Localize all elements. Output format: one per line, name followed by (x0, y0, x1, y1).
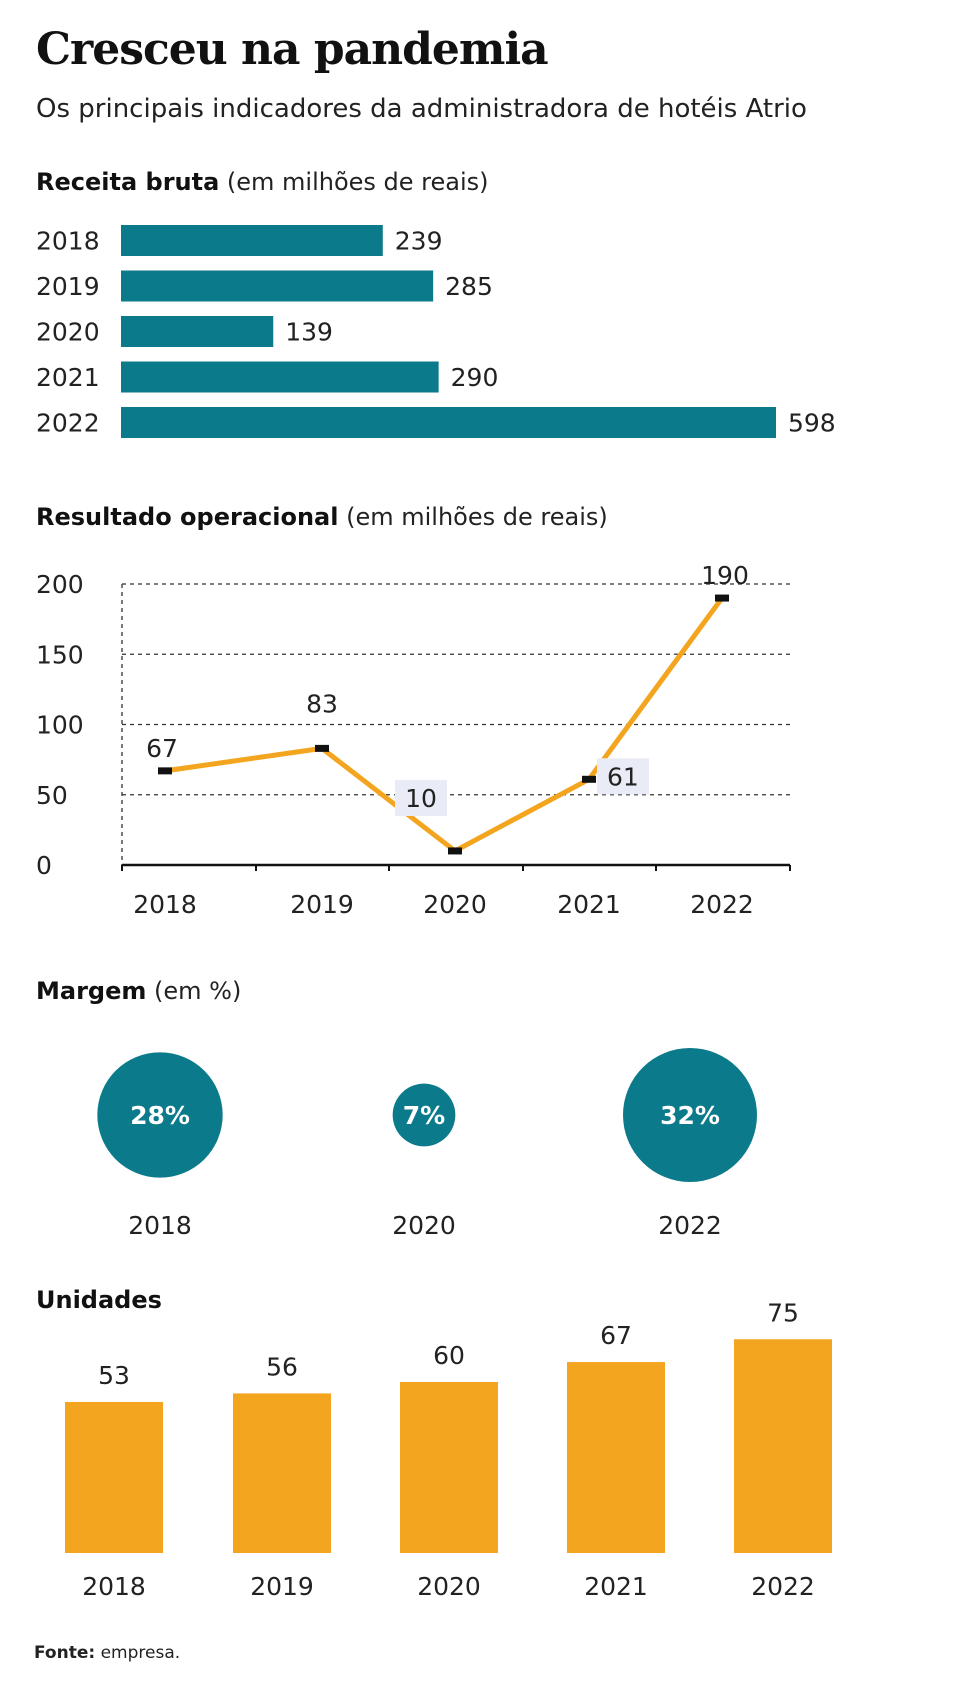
margem-bubble-chart: 28% 2018 7% 2020 32% 2022 (97, 1048, 757, 1240)
resultado-x-tick-label: 2022 (690, 890, 754, 919)
receita-year-label: 2021 (36, 363, 100, 392)
margem-value-label: 32% (660, 1101, 720, 1130)
receita-year-label: 2018 (36, 227, 100, 256)
resultado-value-label-bg (597, 758, 649, 795)
receita-bar (121, 270, 434, 302)
resultado-y-tick-label: 200 (36, 570, 84, 599)
resultado-value-label: 10 (405, 784, 437, 813)
receita-value-label: 598 (788, 409, 836, 438)
margem-year-label: 2022 (658, 1211, 722, 1240)
unidades-title-bold: Unidades (36, 1286, 162, 1314)
margem-year-label: 2018 (128, 1211, 192, 1240)
receita-value-label: 285 (445, 272, 493, 301)
resultado-value-label: 67 (146, 734, 178, 763)
unidades-bar (734, 1339, 832, 1553)
resultado-value-label-bg (395, 779, 447, 816)
receita-title-unit: (em milhões de reais) (219, 168, 489, 196)
unidades-year-label: 2019 (250, 1572, 314, 1601)
unidades-bar-chart: 53 2018 56 2019 60 2020 67 2021 75 2022 (65, 1298, 832, 1601)
margem-value-label: 7% (403, 1101, 445, 1130)
unidades-year-label: 2018 (82, 1572, 146, 1601)
resultado-y-tick-label: 100 (36, 711, 84, 740)
receita-year-label: 2019 (36, 272, 100, 301)
resultado-point-marker (715, 594, 729, 602)
unidades-year-label: 2022 (751, 1572, 815, 1601)
resultado-value-label: 190 (701, 561, 749, 590)
margem-year-label: 2020 (392, 1211, 456, 1240)
margem-title-unit: (em %) (146, 977, 242, 1005)
margem-value-label: 28% (130, 1101, 190, 1130)
receita-value-label: 139 (285, 318, 333, 347)
resultado-x-tick-label: 2018 (133, 890, 197, 919)
resultado-point-marker (448, 847, 462, 855)
receita-bar-chart: 2018 239 2019 285 2020 139 2021 290 2022 598 (36, 225, 836, 438)
unidades-bar (400, 1382, 498, 1553)
resultado-line-chart: 0 50 100 150 200 67 83 10 61 190 2018 2019 2020 2021 2… (36, 561, 791, 919)
receita-section-title: Receita bruta (em milhões de reais) (36, 168, 489, 196)
resultado-title-bold: Resultado operacional (36, 503, 339, 531)
chart-subtitle: Os principais indicadores da administrad… (36, 94, 807, 124)
resultado-y-tick-label: 50 (36, 781, 68, 810)
unidades-bar (65, 1401, 163, 1553)
margem-bubble (97, 1052, 223, 1178)
resultado-y-tick-label: 150 (36, 640, 84, 669)
footer-label: Fonte: (34, 1643, 96, 1663)
margem-title-bold: Margem (36, 977, 147, 1005)
resultado-point-marker (315, 744, 329, 752)
unidades-value-label: 67 (600, 1321, 632, 1350)
resultado-x-tick-label: 2020 (423, 890, 487, 919)
unidades-year-label: 2021 (584, 1572, 648, 1601)
receita-bar (121, 361, 439, 393)
receita-bar (121, 316, 274, 347)
receita-bar (121, 225, 383, 256)
unidades-value-label: 60 (433, 1341, 465, 1370)
unidades-year-label: 2020 (417, 1572, 481, 1601)
chart-title: Cresceu na pandemia (36, 24, 549, 75)
resultado-title-unit: (em milhões de reais) (338, 503, 608, 531)
unidades-value-label: 75 (767, 1298, 799, 1327)
receita-value-label: 239 (395, 227, 443, 256)
unidades-section-title: Unidades (36, 1286, 162, 1314)
receita-year-label: 2020 (36, 318, 100, 347)
resultado-y-tick-label: 0 (36, 851, 52, 880)
margem-bubble (623, 1048, 757, 1182)
footer-text: empresa. (95, 1643, 181, 1663)
receita-bar (121, 407, 776, 438)
resultado-x-tick-label: 2021 (557, 890, 621, 919)
unidades-bar (233, 1393, 331, 1553)
receita-title-bold: Receita bruta (36, 168, 220, 196)
margem-bubble (392, 1083, 456, 1147)
resultado-value-label: 83 (306, 689, 338, 718)
receita-year-label: 2022 (36, 409, 100, 438)
resultado-x-tick-label: 2019 (290, 890, 354, 919)
resultado-point-marker (582, 775, 596, 783)
receita-value-label: 290 (451, 363, 499, 392)
margem-section-title: Margem (em %) (36, 977, 241, 1005)
resultado-value-label: 61 (607, 762, 639, 791)
resultado-point-marker (158, 767, 172, 775)
unidades-value-label: 56 (266, 1352, 298, 1381)
footer-source: Fonte: empresa. (34, 1643, 180, 1663)
unidades-bar (567, 1362, 665, 1553)
resultado-section-title: Resultado operacional (em milhões de rea… (36, 503, 608, 531)
unidades-value-label: 53 (98, 1361, 130, 1390)
